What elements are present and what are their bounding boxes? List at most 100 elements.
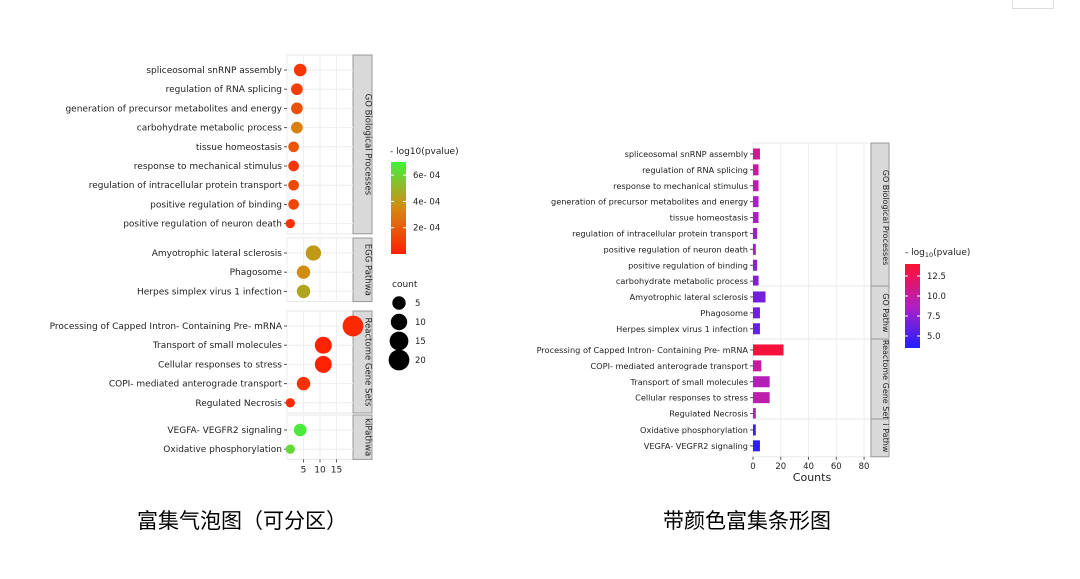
y-tick-label: positive regulation of binding — [150, 200, 282, 210]
facet-strip-label: Reactome Gene Sets — [881, 340, 890, 424]
caption-bar-chart: 带颜色富集条形图 — [663, 509, 831, 533]
size-legend-label: 10 — [415, 318, 426, 328]
y-tick-label: Amyotrophic lateral sclerosis — [630, 292, 748, 302]
y-tick-label: Regulated Necrosis — [195, 399, 282, 409]
x-tick-label: 15 — [331, 465, 342, 475]
y-tick-label: regulation of intracellular protein tran… — [89, 181, 283, 191]
bubble-point — [293, 423, 307, 437]
bubble-point — [288, 179, 299, 191]
color-legend-bar — [905, 264, 920, 348]
bubble-point — [288, 141, 299, 153]
corner-frame — [1012, 0, 1054, 9]
legend-title-part: - log — [905, 248, 925, 258]
bubble-point — [291, 83, 303, 96]
x-tick-label: 20 — [775, 462, 786, 472]
y-tick-label: carbohydrate metabolic process — [137, 124, 283, 134]
size-legend-circle — [390, 313, 408, 331]
x-tick-label: 5 — [301, 465, 307, 475]
facet-strip — [352, 414, 373, 460]
size-legend-label: 15 — [415, 337, 426, 347]
y-tick-label: COPI- mediated anterograde transport — [109, 380, 283, 390]
color-legend-label: 12.5 — [927, 272, 946, 282]
bar-chart: GO Biological Processes spliceosomal snRN… — [537, 142, 970, 484]
facet-strip-label: GO Biological Processes — [363, 94, 373, 196]
bubble-point — [288, 160, 299, 172]
color-legend-label: 10.0 — [927, 292, 946, 302]
bar — [753, 344, 784, 356]
color-legend-label: 6e- 04 — [413, 171, 440, 181]
facet-strip-label: GO Biological Processes — [881, 170, 890, 266]
y-tick-label: Processing of Capped Intron- Containing … — [537, 345, 749, 355]
color-legend-title: - log10(pvalue) — [390, 147, 459, 157]
facet-strip — [352, 237, 373, 303]
bar — [753, 212, 759, 224]
bar — [753, 392, 770, 404]
size-legend-circle — [392, 296, 406, 310]
facet-strip-label: kiPathwa — [363, 418, 373, 456]
y-tick-label: positive regulation of neuron death — [604, 244, 748, 254]
y-tick-label: spliceosomal snRNP assembly — [146, 66, 282, 76]
bubble-point — [293, 63, 307, 77]
bar — [753, 275, 759, 287]
bar — [753, 360, 762, 372]
bar — [753, 408, 756, 420]
y-tick-label: tissue homeostasis — [670, 213, 748, 223]
y-tick-label: Herpes simplex virus 1 infection — [616, 324, 748, 334]
facet-strip-label: Reactome Gene Sets — [363, 318, 373, 407]
panel-background — [752, 418, 872, 458]
bubble-point — [314, 336, 332, 354]
bubble-point — [285, 444, 295, 454]
bar — [753, 440, 760, 452]
bar — [753, 243, 756, 255]
bubble-point — [291, 102, 303, 115]
bar — [753, 164, 759, 176]
bubble-point — [285, 218, 295, 229]
size-legend-label: 20 — [415, 356, 426, 366]
bubble-point — [314, 355, 332, 373]
y-tick-label: Transport of small molecules — [152, 341, 282, 351]
facet-strip-label: EGG Pathwa — [363, 244, 373, 296]
bubble-point — [305, 245, 322, 261]
y-tick-label: Phagosome — [700, 308, 748, 318]
bar — [753, 424, 756, 436]
bar — [753, 227, 758, 239]
x-tick-label: 40 — [803, 462, 814, 472]
facet-strip — [352, 310, 373, 414]
legend-title-part: (pvalue) — [933, 248, 970, 258]
y-tick-label: Oxidative phosphorylation — [163, 445, 282, 455]
y-tick-label: positive regulation of binding — [628, 260, 748, 270]
panel-background — [752, 142, 872, 293]
panel-background — [752, 285, 872, 341]
y-tick-label: generation of precursor metabolites and … — [551, 197, 748, 207]
bar — [753, 376, 770, 388]
x-tick-label: 10 — [314, 465, 326, 475]
bubble-point — [296, 376, 311, 391]
bar — [753, 180, 759, 192]
y-tick-label: Cellular responses to stress — [635, 393, 748, 403]
y-tick-label: response to mechanical stimulus — [134, 162, 283, 172]
x-tick-label: 80 — [859, 462, 870, 472]
caption-bubble-chart: 富集气泡图（可分区） — [137, 509, 347, 533]
x-tick-label: 60 — [831, 462, 842, 472]
bar — [753, 259, 758, 271]
y-tick-label: Amyotrophic lateral sclerosis — [152, 249, 283, 259]
x-axis-title: Counts — [793, 471, 832, 484]
y-tick-label: regulation of RNA splicing — [642, 165, 748, 175]
y-tick-label: generation of precursor metabolites and … — [65, 104, 282, 114]
color-legend-title: - log10(pvalue) — [905, 248, 970, 259]
y-tick-label: Cellular responses to stress — [158, 360, 282, 370]
bubble-point — [291, 121, 303, 134]
bubble-point — [285, 398, 295, 408]
bar — [753, 291, 766, 303]
y-tick-label: Phagosome — [230, 268, 283, 278]
bar — [753, 307, 760, 319]
y-tick-label: carbohydrate metabolic process — [616, 276, 748, 286]
y-tick-label: Oxidative phosphorylation — [640, 425, 748, 435]
bar — [753, 196, 759, 208]
y-tick-label: VEGFA- VEGFR2 signaling — [644, 441, 748, 451]
color-legend-bar — [391, 162, 406, 254]
facet-strip-label: i Pathw — [881, 423, 890, 452]
size-legend-label: 5 — [415, 299, 420, 309]
y-tick-label: Transport of small molecules — [630, 377, 749, 387]
